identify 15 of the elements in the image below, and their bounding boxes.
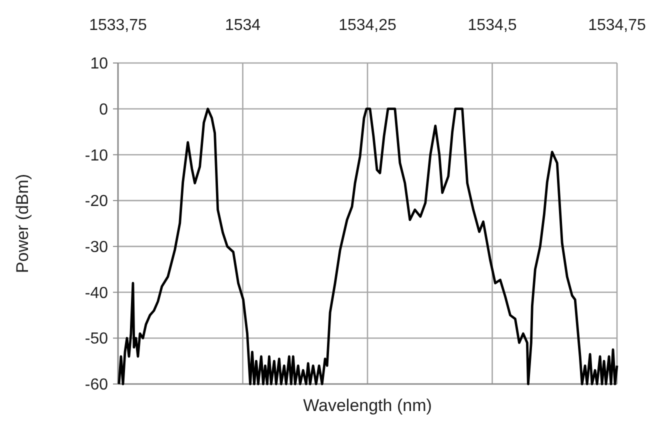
x-tick-label: 1533,75 bbox=[89, 17, 148, 34]
y-tick-label: 10 bbox=[90, 56, 108, 73]
y-tick-label: -60 bbox=[84, 376, 108, 394]
y-tick-label: -50 bbox=[84, 330, 108, 348]
y-tick-label: -30 bbox=[84, 239, 108, 256]
x-tick-label: 1534 bbox=[224, 17, 261, 34]
x-tick-label: 1534,25 bbox=[338, 17, 397, 34]
y-tick-label: -20 bbox=[84, 193, 108, 210]
x-tick-label: 1534,5 bbox=[468, 17, 517, 34]
y-tick-label: -10 bbox=[84, 147, 108, 164]
y-axis-title: Power (dBm) bbox=[13, 174, 32, 274]
x-axis-title: Wavelength (nm) bbox=[303, 396, 432, 415]
y-tick-label: -40 bbox=[84, 284, 108, 302]
y-tick-label: 0 bbox=[99, 101, 108, 118]
x-tick-label: 1534,75 bbox=[588, 17, 646, 34]
